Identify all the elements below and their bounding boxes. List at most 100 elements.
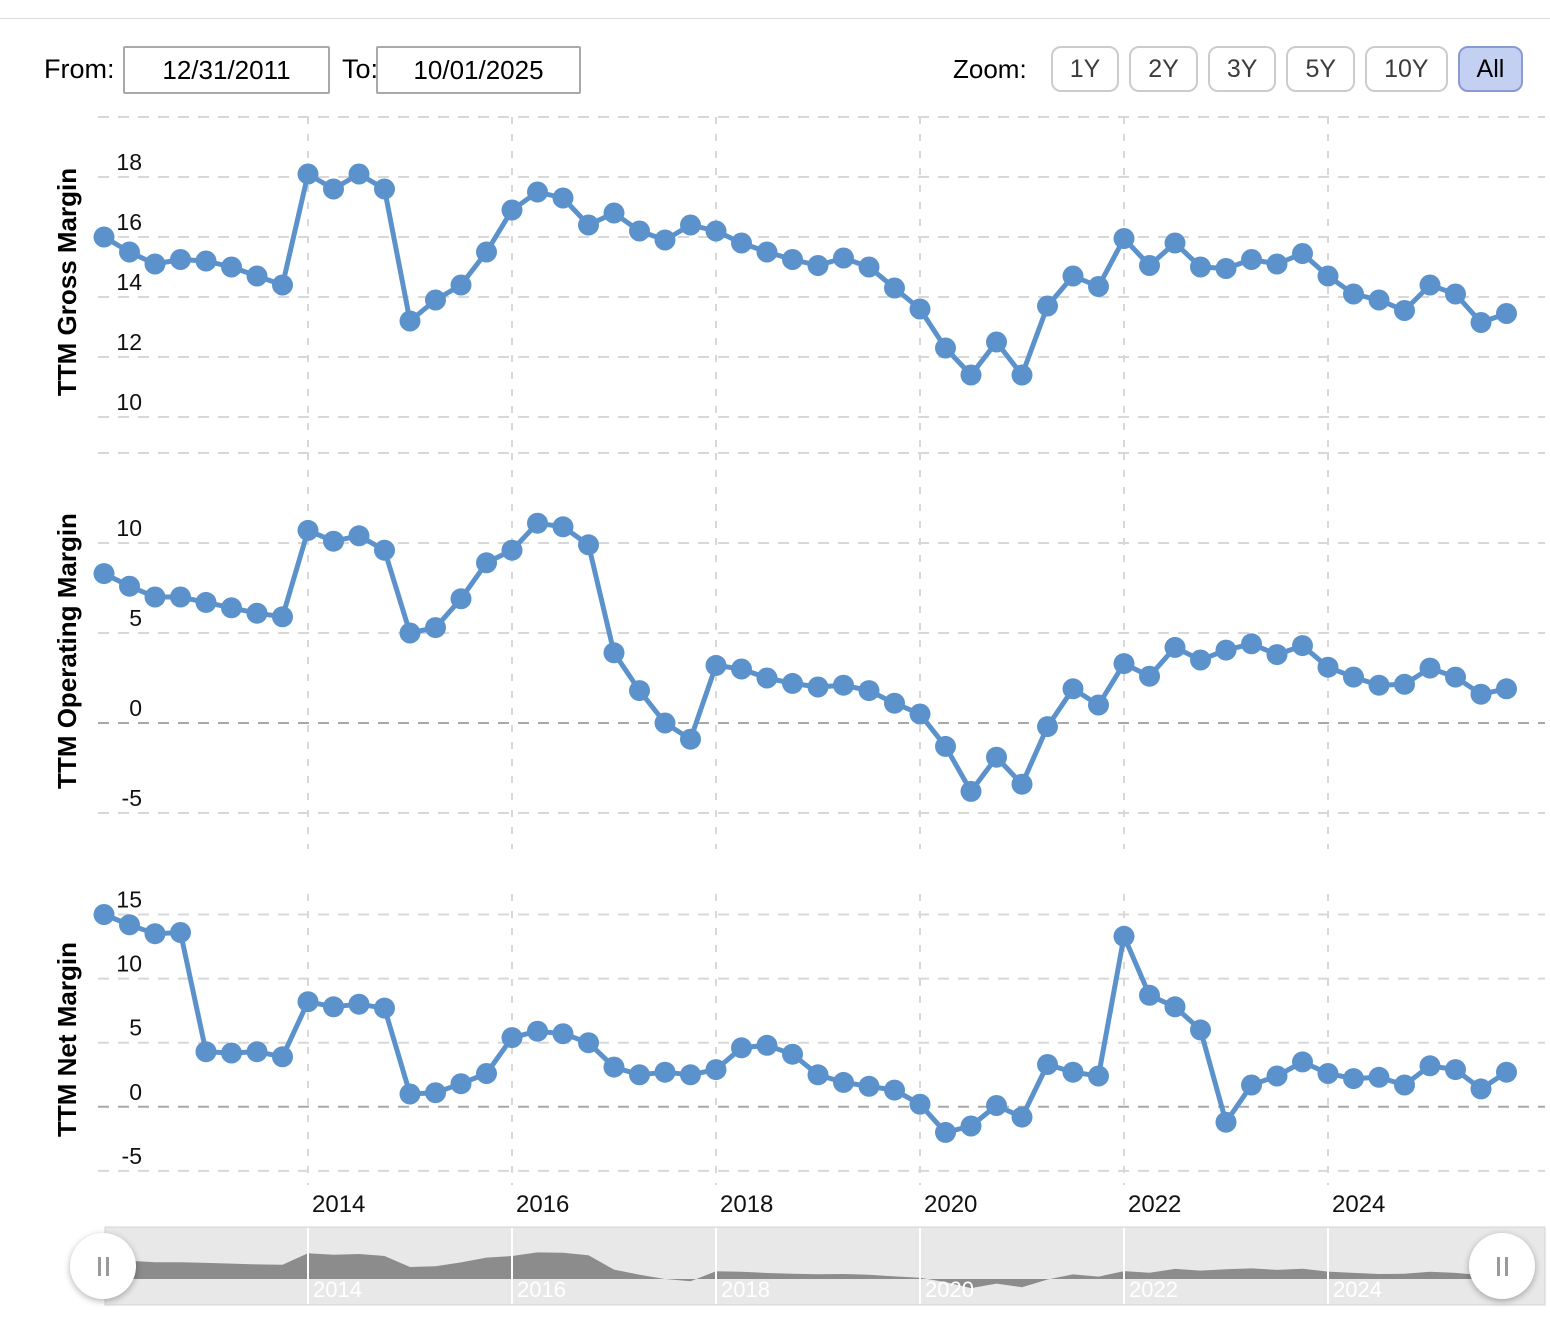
x-axis-year-label: 2016 [516,1191,569,1218]
x-axis-year-label: 2022 [1128,1191,1181,1218]
data-point [425,617,446,639]
navigator-area-series [104,1252,1507,1289]
x-axis-year-label: 2018 [720,1191,773,1218]
data-point [782,1043,803,1065]
y-tick-label: 5 [129,605,142,631]
data-point [986,746,1007,768]
data-point [858,1075,880,1097]
data-point [807,1064,829,1086]
navigator-left-handle[interactable] [70,1233,136,1299]
data-point [603,202,625,224]
data-point [144,586,166,608]
data-point [1139,665,1160,687]
zoom-button-5y[interactable]: 5Y [1286,46,1356,92]
data-point [756,241,778,263]
data-point [170,922,191,943]
y-tick-label: 10 [116,951,142,977]
data-point [680,214,701,236]
data-point [1088,1065,1109,1087]
data-point [935,337,956,359]
y-tick-label: 16 [116,209,142,235]
data-point [552,187,574,209]
data-point [476,241,497,263]
data-point [119,914,140,936]
data-point [1241,249,1262,270]
navigator-year-label: 2014 [313,1277,362,1302]
data-point [680,1064,701,1086]
data-point [909,1093,931,1115]
data-point [297,991,319,1013]
data-point [501,199,523,221]
y-tick-label: -5 [122,785,142,811]
data-point [1368,1066,1390,1088]
zoom-button-10y[interactable]: 10Y [1365,46,1448,92]
data-point [858,680,880,702]
data-point [1368,674,1390,696]
data-point [705,220,727,242]
grip-icon [105,1256,109,1276]
series-line [103,912,1508,1135]
data-point [705,1059,727,1081]
from-date-input[interactable]: 12/31/2011 [123,46,330,94]
data-point [629,1064,650,1086]
data-point [323,178,344,200]
data-point [1394,1074,1415,1096]
data-point [450,588,472,610]
y-tick-label: 14 [116,269,142,295]
data-point [1266,644,1288,666]
data-point [1470,312,1492,333]
y-tick-label: 18 [116,149,142,175]
data-point [1011,364,1033,386]
zoom-button-2y[interactable]: 2Y [1129,46,1198,92]
navigator-right-handle[interactable] [1469,1233,1535,1299]
data-point [629,680,650,702]
data-point [1419,1055,1441,1077]
data-point [399,1083,421,1105]
data-point [348,525,370,547]
to-label: To: [342,54,379,84]
zoom-controls: Zoom: 1Y 2Y 3Y 5Y 10Y All [953,46,1524,92]
data-point [1445,666,1466,688]
zoom-button-1y[interactable]: 1Y [1050,46,1120,92]
data-point [884,1079,905,1101]
data-point [782,672,803,694]
to-date-input[interactable]: 10/01/2025 [376,46,581,94]
data-point [1011,1106,1033,1128]
data-point [960,364,982,386]
y-tick-label: 12 [116,329,142,355]
series-line [102,520,1508,794]
data-point [170,586,191,608]
data-point [960,780,982,802]
data-point [1164,996,1186,1018]
y-tick-label: 0 [129,695,142,721]
y-axis-title: TTM Net Margin [52,942,82,1137]
data-point [807,676,829,698]
data-point [884,277,905,299]
data-point [1445,1059,1466,1081]
data-point [935,1121,956,1143]
data-point [833,674,854,696]
grip-icon [1496,1256,1500,1276]
y-tick-label: 10 [116,389,142,415]
data-point [552,1023,574,1045]
data-point [221,597,242,619]
data-point [1037,295,1058,317]
data-point [527,1020,548,1042]
data-point [272,274,293,296]
data-point [1266,253,1288,275]
y-tick-label: -5 [122,1143,142,1169]
data-point [731,1037,752,1059]
data-point [374,997,395,1019]
series-line [102,171,1508,378]
zoom-button-3y[interactable]: 3Y [1207,46,1277,92]
zoom-button-all[interactable]: All [1457,46,1524,92]
data-point [527,181,548,203]
data-point [1496,678,1517,700]
data-point [1088,276,1109,297]
data-point [603,1056,625,1078]
data-point [425,1082,446,1104]
data-point [195,1041,217,1063]
navigator-year-label: 2024 [1333,1277,1382,1302]
data-point [1496,303,1517,324]
grip-icon [97,1256,101,1276]
